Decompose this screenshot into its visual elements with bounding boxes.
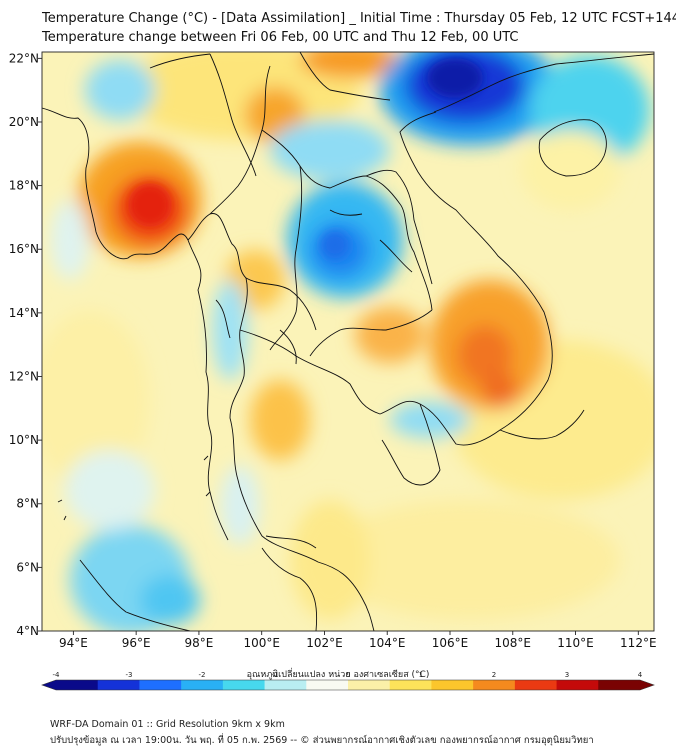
map-frame <box>41 51 655 632</box>
lat-tick-label: 10°N <box>9 433 39 447</box>
lon-tick-label: 104°E <box>369 636 406 650</box>
colorbar-tick-label: 2 <box>492 671 496 679</box>
lat-tick-label: 22°N <box>9 51 39 65</box>
colorbar-segment <box>56 680 99 690</box>
colorbar-segment <box>264 680 307 690</box>
colorbar-segment <box>97 680 141 690</box>
lon-tick-label: 94°E <box>59 636 88 650</box>
lon-tick-label: 100°E <box>243 636 280 650</box>
colorbar-tick-label: 0 <box>346 671 350 679</box>
temperature-field <box>42 52 654 631</box>
lon-tick-label: 102°E <box>306 636 343 650</box>
lon-tick-label: 96°E <box>122 636 151 650</box>
lat-tick-label: 6°N <box>16 560 39 574</box>
longitude-axis: 94°E 96°E 98°E 100°E 102°E 104°E 106°E 108°E 110… <box>59 631 657 650</box>
lat-tick-label: 12°N <box>9 369 39 383</box>
lon-tick-label: 108°E <box>495 636 532 650</box>
model-info: WRF-DA Domain 01 :: Grid Resolution 9km … <box>50 719 285 730</box>
colorbar-segment <box>473 680 516 690</box>
colorbar-max-arrow <box>640 680 654 690</box>
lat-tick-label: 16°N <box>9 242 39 256</box>
colorbar-outline <box>41 679 655 691</box>
colorbar-segment <box>514 680 558 690</box>
country-borders <box>42 52 654 631</box>
latitude-axis: 4°N 6°N 8°N 10°N 12°N 14°N 16°N 18°N 20°N 22°N <box>9 51 42 638</box>
colorbar-segment <box>139 680 182 690</box>
colorbar-segment <box>556 680 599 690</box>
lon-tick-label: 98°E <box>184 636 213 650</box>
colorbar-segment <box>389 680 433 690</box>
colorbar-segment <box>181 680 224 690</box>
lat-tick-label: 14°N <box>9 306 39 320</box>
colorbar: -4 -3 -2 -1 0 1 2 3 4 <box>41 671 655 691</box>
map-subtitle: Temperature change between Fri 06 Feb, 0… <box>42 30 519 45</box>
colorbar-tick-label: -4 <box>53 671 61 679</box>
lat-tick-label: 18°N <box>9 179 39 193</box>
lon-tick-label: 110°E <box>557 636 594 650</box>
lat-tick-label: 8°N <box>16 497 39 511</box>
colorbar-tick-label: -3 <box>126 671 133 679</box>
map-title: Temperature Change (°C) - [Data Assimila… <box>42 11 676 26</box>
colorbar-segment <box>222 680 266 690</box>
colorbar-segment <box>598 680 641 690</box>
colorbar-tick-label: 3 <box>565 671 569 679</box>
colorbar-tick-label: -1 <box>272 671 279 679</box>
lat-tick-label: 20°N <box>9 115 39 129</box>
lon-tick-label: 106°E <box>432 636 469 650</box>
lon-tick-label: 112°E <box>620 636 657 650</box>
colorbar-tick-label: -2 <box>199 671 206 679</box>
colorbar-segment <box>431 680 474 690</box>
colorbar-tick-label: 4 <box>638 671 643 679</box>
colorbar-tick-label: 1 <box>419 671 423 679</box>
colorbar-segment <box>306 680 349 690</box>
lat-tick-label: 4°N <box>16 624 39 638</box>
credit-line: ปรับปรุงข้อมูล ณ เวลา 19:00น. วัน พฤ. ที… <box>50 735 594 746</box>
colorbar-segment <box>348 680 391 690</box>
colorbar-label: อุณหภูมิเปลี่ยนแปลง หน่วย องศาเซลเซียส (… <box>246 670 430 680</box>
colorbar-min-arrow <box>42 680 56 690</box>
